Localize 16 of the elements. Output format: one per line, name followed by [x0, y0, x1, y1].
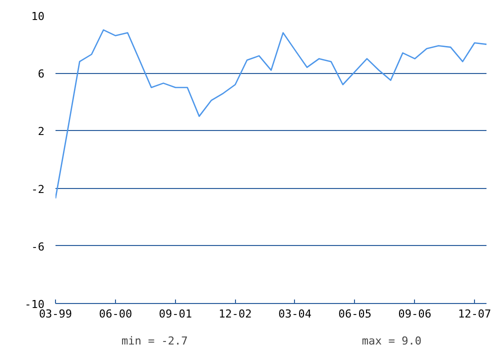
text: min = -2.7 [122, 334, 188, 348]
line-series [56, 29, 486, 200]
x-tick-label: 03-99 [38, 308, 72, 320]
y-tick-label: 6 [38, 68, 44, 81]
y-tick-label: 2 [38, 125, 44, 138]
x-tick-label: 09-06 [398, 308, 432, 320]
x-tick-label: 06-00 [98, 308, 132, 320]
y-tick-label: 10 [31, 10, 45, 23]
y-tick-label: -2 [31, 182, 45, 196]
x-tick-label: 12-07 [458, 308, 492, 320]
x-tick-label: 03-04 [278, 308, 312, 320]
x-tick-label: 12-02 [218, 308, 252, 320]
text: max = 9.0 [362, 334, 422, 348]
x-tick-label: 09-01 [158, 308, 192, 320]
x-tick-label: 06-05 [338, 308, 372, 320]
y-tick-label: -6 [31, 240, 45, 254]
